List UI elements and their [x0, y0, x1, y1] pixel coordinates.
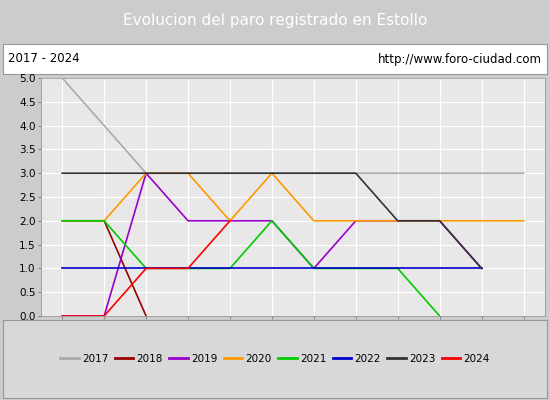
- 2022: [227, 266, 233, 271]
- 2021: [143, 266, 150, 271]
- 2017: [227, 171, 233, 176]
- 2017: [436, 171, 443, 176]
- 2020: [311, 218, 317, 223]
- 2022: [478, 266, 485, 271]
- Text: http://www.foro-ciudad.com: http://www.foro-ciudad.com: [378, 52, 542, 66]
- Legend: 2017, 2018, 2019, 2020, 2021, 2022, 2023, 2024: 2017, 2018, 2019, 2020, 2021, 2022, 2023…: [56, 350, 494, 368]
- 2024: [101, 314, 107, 318]
- 2017: [311, 171, 317, 176]
- Text: Evolucion del paro registrado en Estollo: Evolucion del paro registrado en Estollo: [123, 14, 427, 28]
- 2022: [185, 266, 191, 271]
- 2020: [143, 171, 150, 176]
- 2017: [520, 171, 527, 176]
- 2018: [143, 314, 150, 318]
- 2022: [394, 266, 401, 271]
- 2017: [394, 171, 401, 176]
- 2023: [394, 218, 401, 223]
- 2019: [59, 314, 65, 318]
- 2019: [143, 171, 150, 176]
- 2021: [227, 266, 233, 271]
- 2023: [436, 218, 443, 223]
- 2018: [101, 218, 107, 223]
- 2017: [59, 76, 65, 80]
- 2022: [311, 266, 317, 271]
- 2019: [227, 218, 233, 223]
- 2021: [101, 218, 107, 223]
- 2020: [268, 171, 275, 176]
- 2021: [185, 266, 191, 271]
- 2019: [185, 218, 191, 223]
- 2017: [478, 171, 485, 176]
- 2020: [478, 218, 485, 223]
- 2024: [185, 266, 191, 271]
- 2023: [101, 171, 107, 176]
- 2020: [59, 218, 65, 223]
- 2023: [268, 171, 275, 176]
- 2020: [353, 218, 359, 223]
- 2019: [478, 266, 485, 271]
- 2023: [143, 171, 150, 176]
- 2023: [311, 171, 317, 176]
- 2019: [436, 218, 443, 223]
- 2023: [478, 266, 485, 271]
- 2024: [143, 266, 150, 271]
- 2021: [59, 218, 65, 223]
- 2020: [394, 218, 401, 223]
- 2021: [268, 218, 275, 223]
- 2023: [227, 171, 233, 176]
- 2018: [59, 218, 65, 223]
- 2022: [101, 266, 107, 271]
- 2019: [268, 218, 275, 223]
- Line: 2018: 2018: [62, 221, 146, 316]
- 2023: [185, 171, 191, 176]
- 2019: [394, 218, 401, 223]
- 2022: [268, 266, 275, 271]
- Line: 2024: 2024: [62, 221, 230, 316]
- 2022: [59, 266, 65, 271]
- 2017: [353, 171, 359, 176]
- 2020: [101, 218, 107, 223]
- 2017: [101, 123, 107, 128]
- 2017: [143, 171, 150, 176]
- Line: 2017: 2017: [62, 78, 524, 173]
- 2024: [59, 314, 65, 318]
- 2023: [353, 171, 359, 176]
- Line: 2020: 2020: [62, 173, 524, 221]
- 2022: [143, 266, 150, 271]
- 2022: [353, 266, 359, 271]
- Text: 2017 - 2024: 2017 - 2024: [8, 52, 80, 66]
- 2019: [101, 314, 107, 318]
- 2024: [227, 218, 233, 223]
- 2020: [185, 171, 191, 176]
- 2019: [353, 218, 359, 223]
- Line: 2021: 2021: [62, 221, 439, 316]
- 2021: [353, 266, 359, 271]
- 2017: [185, 171, 191, 176]
- 2021: [436, 314, 443, 318]
- 2017: [268, 171, 275, 176]
- 2020: [520, 218, 527, 223]
- Line: 2019: 2019: [62, 173, 482, 316]
- 2022: [436, 266, 443, 271]
- 2021: [394, 266, 401, 271]
- 2020: [436, 218, 443, 223]
- 2019: [311, 266, 317, 271]
- 2021: [311, 266, 317, 271]
- 2020: [227, 218, 233, 223]
- Line: 2023: 2023: [62, 173, 482, 268]
- 2023: [59, 171, 65, 176]
